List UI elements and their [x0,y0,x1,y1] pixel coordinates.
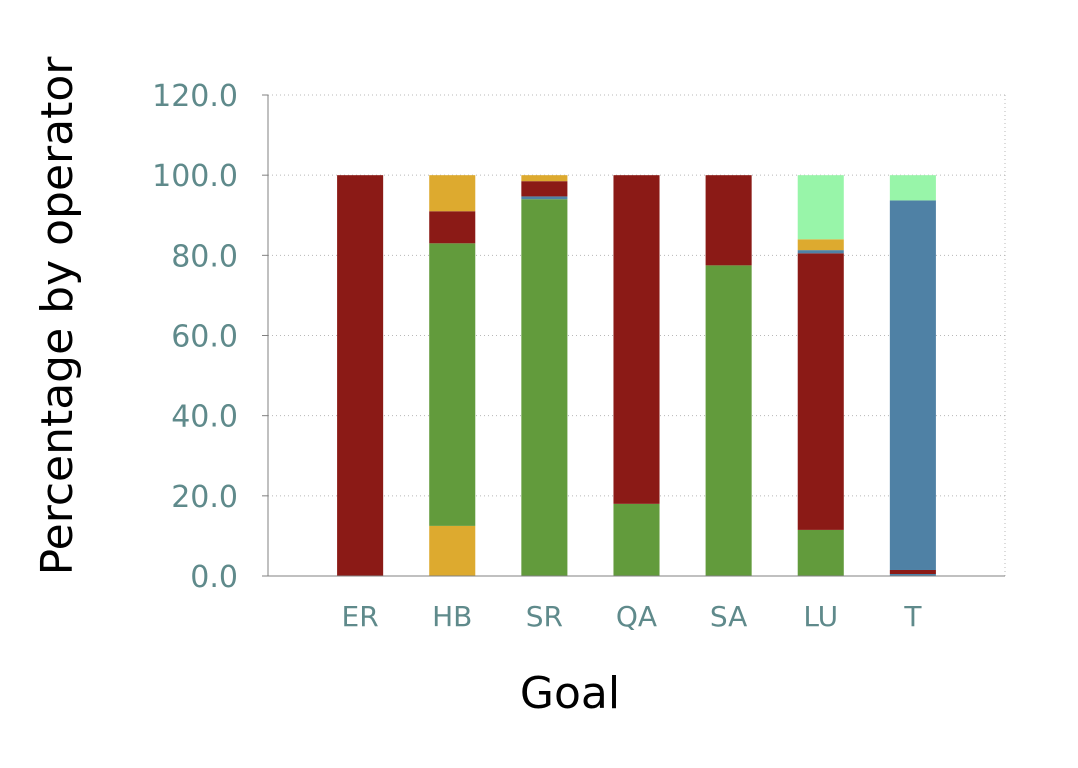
x-tick-label: SR [526,600,563,633]
bar-segment-qa-2 [613,503,660,576]
bar-segment-sr-6 [521,175,568,182]
bar-segment-lu-4 [797,253,844,530]
bar-segment-t-4 [889,569,936,574]
x-tick-label: HB [432,600,472,633]
bar-segment-er-4 [337,175,384,576]
bar-segment-sr-3 [521,196,568,200]
bar-segment-t-7 [889,175,936,201]
bar-segment-lu-7 [797,175,844,240]
bar-segment-sr-4 [521,181,568,197]
bar-segment-lu-2 [797,529,844,576]
x-tick-label: T [903,600,922,633]
y-tick-label: 40.0 [171,400,238,435]
x-tick-label: LU [803,600,838,633]
bar-segment-hb-1 [429,525,476,576]
bar-segment-t-0 [889,573,936,576]
bar-segment-sr-2 [521,199,568,576]
y-tick-label: 80.0 [171,239,238,274]
x-axis-title: Goal [520,668,620,719]
x-tick-label: ER [342,600,379,633]
bar-segment-sa-4 [705,175,752,266]
x-tick-label: QA [616,600,657,633]
x-tick-label: SA [710,600,747,633]
y-tick-label: 20.0 [171,480,238,515]
y-axis-title: Percentage by operator [32,56,83,576]
bar-segment-hb-6 [429,175,476,212]
axes [262,94,1005,577]
y-tick-labels: 0.0 20.0 40.0 60.0 80.0 100.0 120.0 [152,79,238,595]
bar-segment-sa-2 [705,265,752,576]
bars [337,175,936,576]
x-tick-labels: ER HB SR QA SA LU T [342,600,923,633]
y-tick-label: 120.0 [152,79,238,114]
bar-segment-t-5 [889,200,936,570]
bar-segment-hb-2 [429,243,476,526]
y-tick-label: 0.0 [190,560,238,595]
bar-segment-qa-4 [613,175,660,504]
bar-segment-lu-5 [797,250,844,254]
y-tick-label: 100.0 [152,159,238,194]
bar-segment-lu-6 [797,239,844,251]
bar-segment-hb-4 [429,211,476,244]
y-tick-label: 60.0 [171,320,238,355]
